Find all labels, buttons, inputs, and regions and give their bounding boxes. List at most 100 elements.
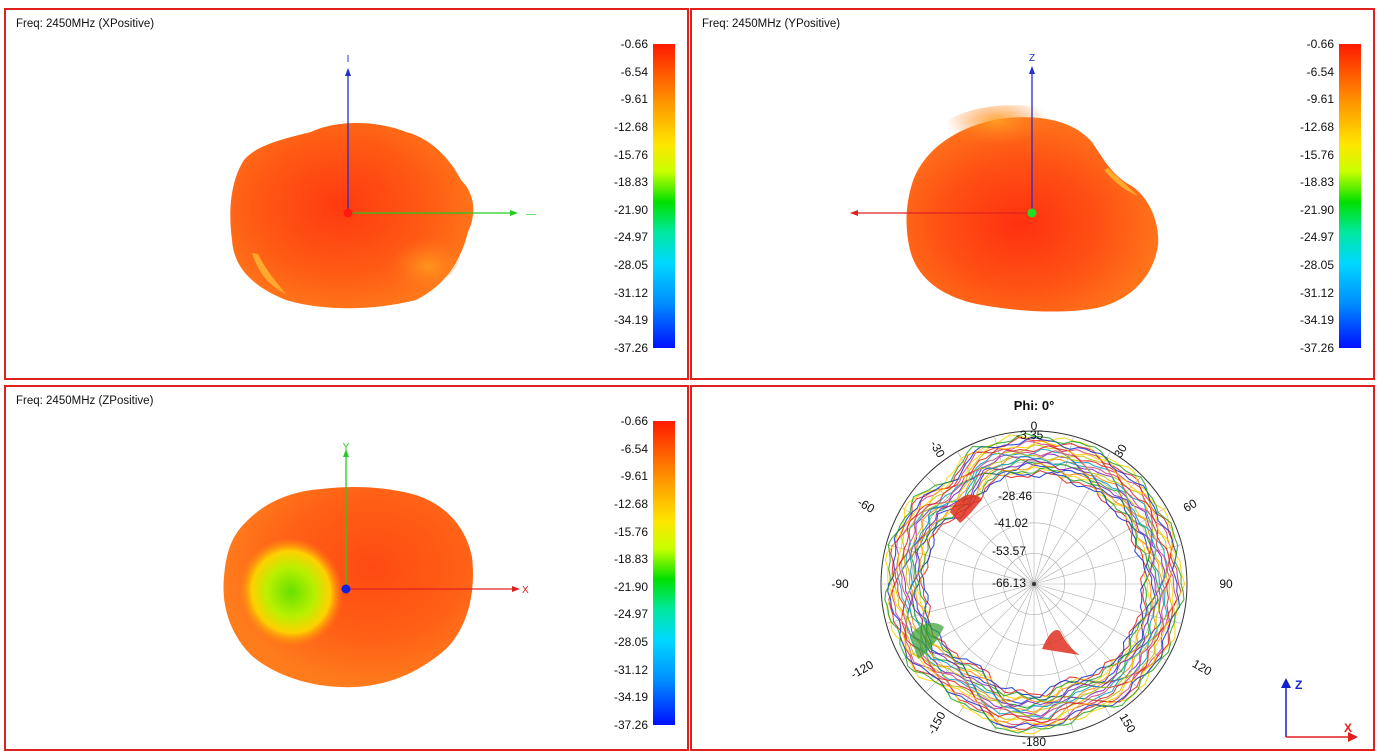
colorbar (653, 421, 675, 725)
angle-label: 60 (1181, 496, 1200, 515)
colorbar (653, 44, 675, 348)
y-axis-arrow-icon (510, 210, 518, 216)
angle-label: -150 (924, 709, 948, 737)
polar-spoke (886, 583, 1035, 624)
colorbar-label: -31.12 (613, 285, 648, 300)
y-axis-arrow-icon (343, 449, 349, 457)
polar-spoke (1033, 583, 1143, 693)
polar-trace (888, 437, 1182, 730)
panel-title: Freq: 2450MHz (ZPositive) (16, 395, 154, 407)
polar-spoke (1033, 507, 1167, 585)
colorbar-label: -28.05 (613, 258, 648, 273)
colorbar-label: -21.90 (613, 202, 648, 217)
polar-spoke (957, 583, 1035, 717)
angle-label: -180 (1022, 735, 1046, 749)
colorbar-label: -21.90 (1299, 202, 1334, 217)
radial-tick-label: -3.35 (1016, 428, 1044, 442)
polar-spoke (1033, 436, 1074, 585)
horizontal-axis-label: X (522, 585, 529, 596)
polar-trace (912, 462, 1154, 703)
colorbar-label: -6.54 (620, 64, 648, 79)
origin-marker (1027, 208, 1037, 218)
polar-trace (916, 467, 1151, 701)
colorbar-label: -37.26 (613, 718, 648, 732)
colorbar-label: -31.12 (613, 662, 648, 677)
pattern-3d-plot[interactable]: I — (6, 10, 689, 380)
polar-center (1032, 582, 1036, 586)
colorbar-label: -28.05 (613, 635, 648, 650)
z-axis-arrow-icon (1029, 66, 1035, 74)
colorbar-labels: -0.66 -6.54 -9.61 -12.68 -15.76 -18.83 -… (584, 37, 648, 355)
colorbar-label: -15.76 (613, 524, 648, 539)
pattern-3d-plot[interactable]: Y X (6, 387, 689, 751)
angle-label: -90 (831, 577, 849, 591)
radiation-view-x-positive[interactable]: Freq: 2450MHz (XPositive) I — -0.66 -6. (4, 8, 689, 380)
triad-x-arrow-icon (1348, 732, 1358, 742)
angle-label: -60 (855, 495, 877, 516)
polar-spoke (886, 544, 1035, 585)
colorbar-label: -37.26 (613, 341, 648, 355)
x-axis-arrow-icon (512, 586, 520, 592)
angle-label: 0 (1031, 419, 1038, 433)
polar-spoke (1033, 583, 1182, 624)
colorbar-label: -9.61 (620, 92, 648, 107)
angle-label: 30 (1111, 441, 1130, 460)
polar-trace (920, 471, 1149, 698)
colorbar-label: -31.12 (1299, 285, 1334, 300)
polar-spoke (994, 436, 1035, 585)
colorbar-label: -18.83 (613, 552, 648, 567)
colorbar-label: -6.54 (620, 441, 648, 456)
colorbar-label: -18.83 (613, 175, 648, 190)
colorbar-label: -0.66 (620, 414, 648, 428)
colorbar-labels: -0.66 -6.54 -9.61 -12.68 -15.76 -18.83 -… (1270, 37, 1334, 355)
angle-label: 90 (1219, 577, 1233, 591)
z-axis-arrow-icon (345, 68, 351, 76)
colorbar-label: -21.90 (613, 579, 648, 594)
polar-trace (890, 440, 1176, 726)
polar-spoke (901, 507, 1035, 585)
colorbar-label: -12.68 (1299, 119, 1334, 134)
polar-trace (897, 448, 1169, 720)
origin-marker (343, 208, 353, 218)
colorbar-label: -34.19 (613, 313, 648, 328)
colorbar-labels: -0.66 -6.54 -9.61 -12.68 -15.76 -18.83 -… (584, 414, 648, 732)
colorbar-label: -0.66 (620, 37, 648, 51)
colorbar-label: -0.66 (1306, 37, 1334, 51)
colorbar-label: -9.61 (1306, 92, 1334, 107)
polar-trace (911, 459, 1160, 709)
radial-tick-label: -53.57 (992, 544, 1026, 558)
polar-pattern-view[interactable]: Phi: 0° -3.35 -28.46 -41.02 -53.57 -66.1… (690, 385, 1375, 751)
triad-x-label: X (1344, 721, 1352, 735)
vertical-axis-label: Z (1029, 53, 1035, 64)
polar-trace (908, 459, 1159, 708)
radial-tick-label: -66.13 (992, 576, 1026, 590)
colorbar-label: -6.54 (1306, 64, 1334, 79)
colorbar-label: -37.26 (1299, 341, 1334, 355)
colorbar-label: -24.97 (1299, 230, 1334, 245)
polar-trace (903, 452, 1167, 717)
radiation-view-z-positive[interactable]: Freq: 2450MHz (ZPositive) Y X -0.66 (4, 385, 689, 751)
triad-z-label: Z (1295, 678, 1302, 692)
colorbar-label: -34.19 (613, 690, 648, 705)
vertical-axis-label: Y (343, 442, 350, 453)
angle-label: -120 (848, 657, 876, 681)
horizontal-axis-label: — (526, 209, 536, 220)
polar-trace (906, 455, 1163, 712)
angle-label: 150 (1116, 711, 1138, 736)
pattern-3d-plot[interactable]: Z (692, 10, 1375, 380)
pattern-highlight (252, 253, 286, 294)
polar-peaks (910, 494, 1080, 659)
pattern-highlight (1104, 168, 1138, 196)
polar-spoke (925, 583, 1035, 693)
polar-trace (894, 445, 1173, 724)
pattern-low-gain-region (238, 537, 344, 647)
panel-title: Freq: 2450MHz (YPositive) (702, 18, 841, 30)
colorbar-label: -24.97 (613, 607, 648, 622)
origin-marker (341, 584, 351, 594)
polar-plot[interactable]: Phi: 0° -3.35 -28.46 -41.02 -53.57 -66.1… (692, 387, 1375, 751)
colorbar-label: -28.05 (1299, 258, 1334, 273)
pattern-shading (929, 105, 1099, 185)
polar-spoke (1033, 583, 1167, 661)
angle-label: 120 (1190, 656, 1215, 678)
radiation-view-y-positive[interactable]: Freq: 2450MHz (YPositive) Z -0.66 -6.54 … (690, 8, 1375, 380)
